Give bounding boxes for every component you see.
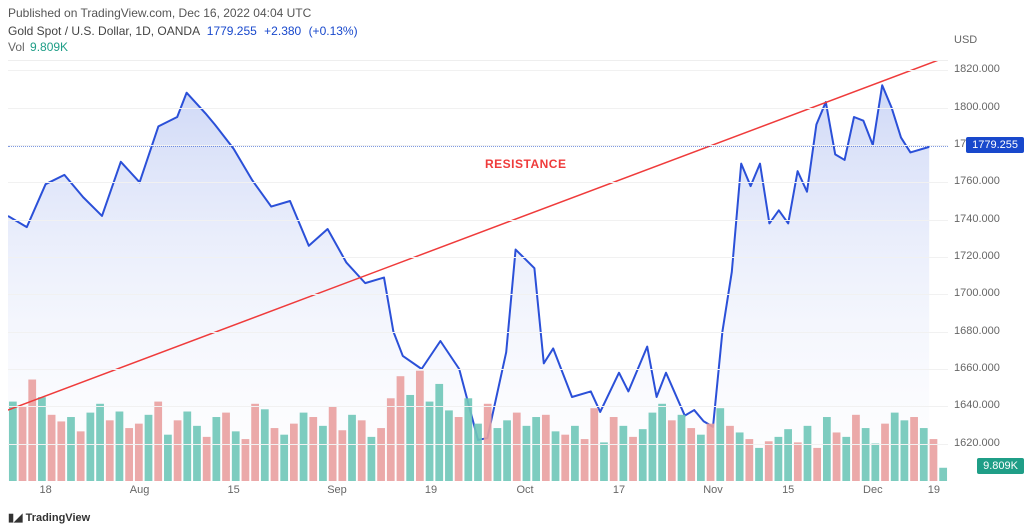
y-tick: 1820.000	[954, 63, 1000, 75]
change: +2.380	[264, 24, 301, 38]
footer-branding: ▮◢ TradingView	[8, 511, 90, 524]
x-tick: Sep	[327, 484, 347, 496]
x-tick: 17	[613, 484, 625, 496]
y-tick: 1760.000	[954, 175, 1000, 187]
x-tick: Oct	[516, 484, 533, 496]
y-tick: 1800.000	[954, 101, 1000, 113]
y-tick: 1740.000	[954, 213, 1000, 225]
x-tick: 15	[782, 484, 794, 496]
volume-label: Vol	[8, 40, 25, 54]
y-tick: 1720.000	[954, 250, 1000, 262]
chart-plot[interactable]	[8, 60, 948, 480]
y-axis: USD 1820.0001800.0001780.0001760.0001740…	[948, 60, 1024, 480]
footer-text: TradingView	[26, 512, 91, 524]
y-tick: 1620.000	[954, 437, 1000, 449]
last-price: 1779.255	[207, 24, 257, 38]
y-axis-unit: USD	[954, 34, 977, 46]
x-tick: Aug	[130, 484, 150, 496]
x-axis: 18 Aug 15 Sep 19 Oct 17 Nov 15 Dec 19	[8, 484, 948, 502]
resistance-label: RESISTANCE	[485, 157, 566, 171]
volume-line: Vol 9.809K	[0, 38, 1024, 54]
volume-value: 9.809K	[30, 40, 68, 54]
x-tick: 18	[39, 484, 51, 496]
y-tick: 1680.000	[954, 325, 1000, 337]
change-pct: (+0.13%)	[309, 24, 358, 38]
published-line: Published on TradingView.com, Dec 16, 20…	[0, 0, 1024, 20]
x-tick: 19	[425, 484, 437, 496]
tv-icon: ▮◢	[8, 512, 23, 524]
y-tick: 1700.000	[954, 287, 1000, 299]
y-tick: 1640.000	[954, 399, 1000, 411]
price-tag: 1779.255	[966, 137, 1024, 153]
x-tick: 19	[928, 484, 940, 496]
x-tick: Nov	[703, 484, 723, 496]
symbol: Gold Spot / U.S. Dollar, 1D, OANDA	[8, 24, 199, 38]
x-tick: 15	[227, 484, 239, 496]
symbol-info: Gold Spot / U.S. Dollar, 1D, OANDA 1779.…	[0, 20, 1024, 38]
y-tick: 1660.000	[954, 362, 1000, 374]
x-tick: Dec	[863, 484, 883, 496]
volume-tag: 9.809K	[977, 458, 1024, 474]
chart-svg	[8, 61, 948, 481]
